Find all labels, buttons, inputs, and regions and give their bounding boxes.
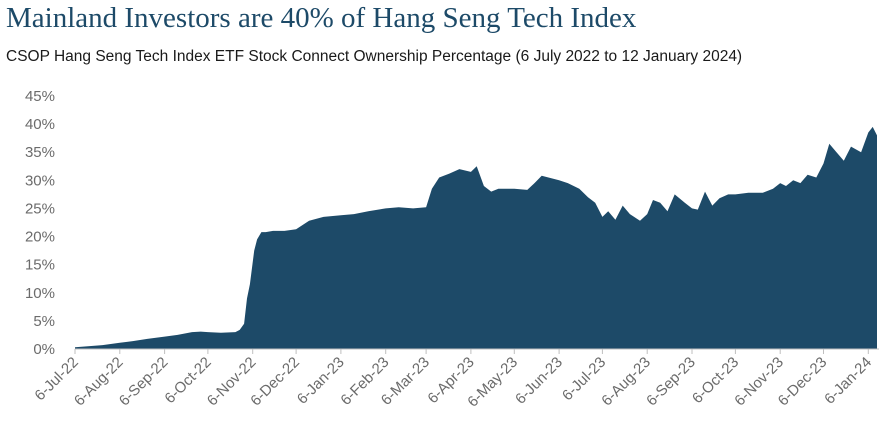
y-tick-label: 20% [25,229,55,246]
area-layer [75,126,877,350]
x-tick-label: 6-Sep-23 [643,354,699,410]
chart-subtitle: CSOP Hang Seng Tech Index ETF Stock Conn… [6,48,743,65]
y-tick-label: 30% [25,172,55,189]
y-tick-label: 5% [33,313,55,330]
y-tick-label: 35% [25,144,55,161]
y-axis: 0% 5% 10% 15% 20% 25% 30% 35% 40% 45% [25,88,55,358]
y-tick-label: 0% [33,341,55,358]
x-tick-label: 6-Jun-23 [512,354,566,408]
chart-title: Mainland Investors are 40% of Hang Seng … [6,2,637,34]
y-tick-label: 45% [25,88,55,105]
x-tick-label: 6-Sep-22 [116,354,172,410]
y-tick-label: 40% [25,116,55,133]
y-tick-label: 10% [25,285,55,302]
x-tick-label: 6-Jan-24 [821,354,875,408]
ownership-area [75,126,877,350]
y-tick-label: 15% [25,257,55,274]
x-axis: 6-Jul-226-Aug-226-Sep-226-Oct-226-Nov-22… [31,349,875,411]
y-tick-label: 25% [25,200,55,217]
